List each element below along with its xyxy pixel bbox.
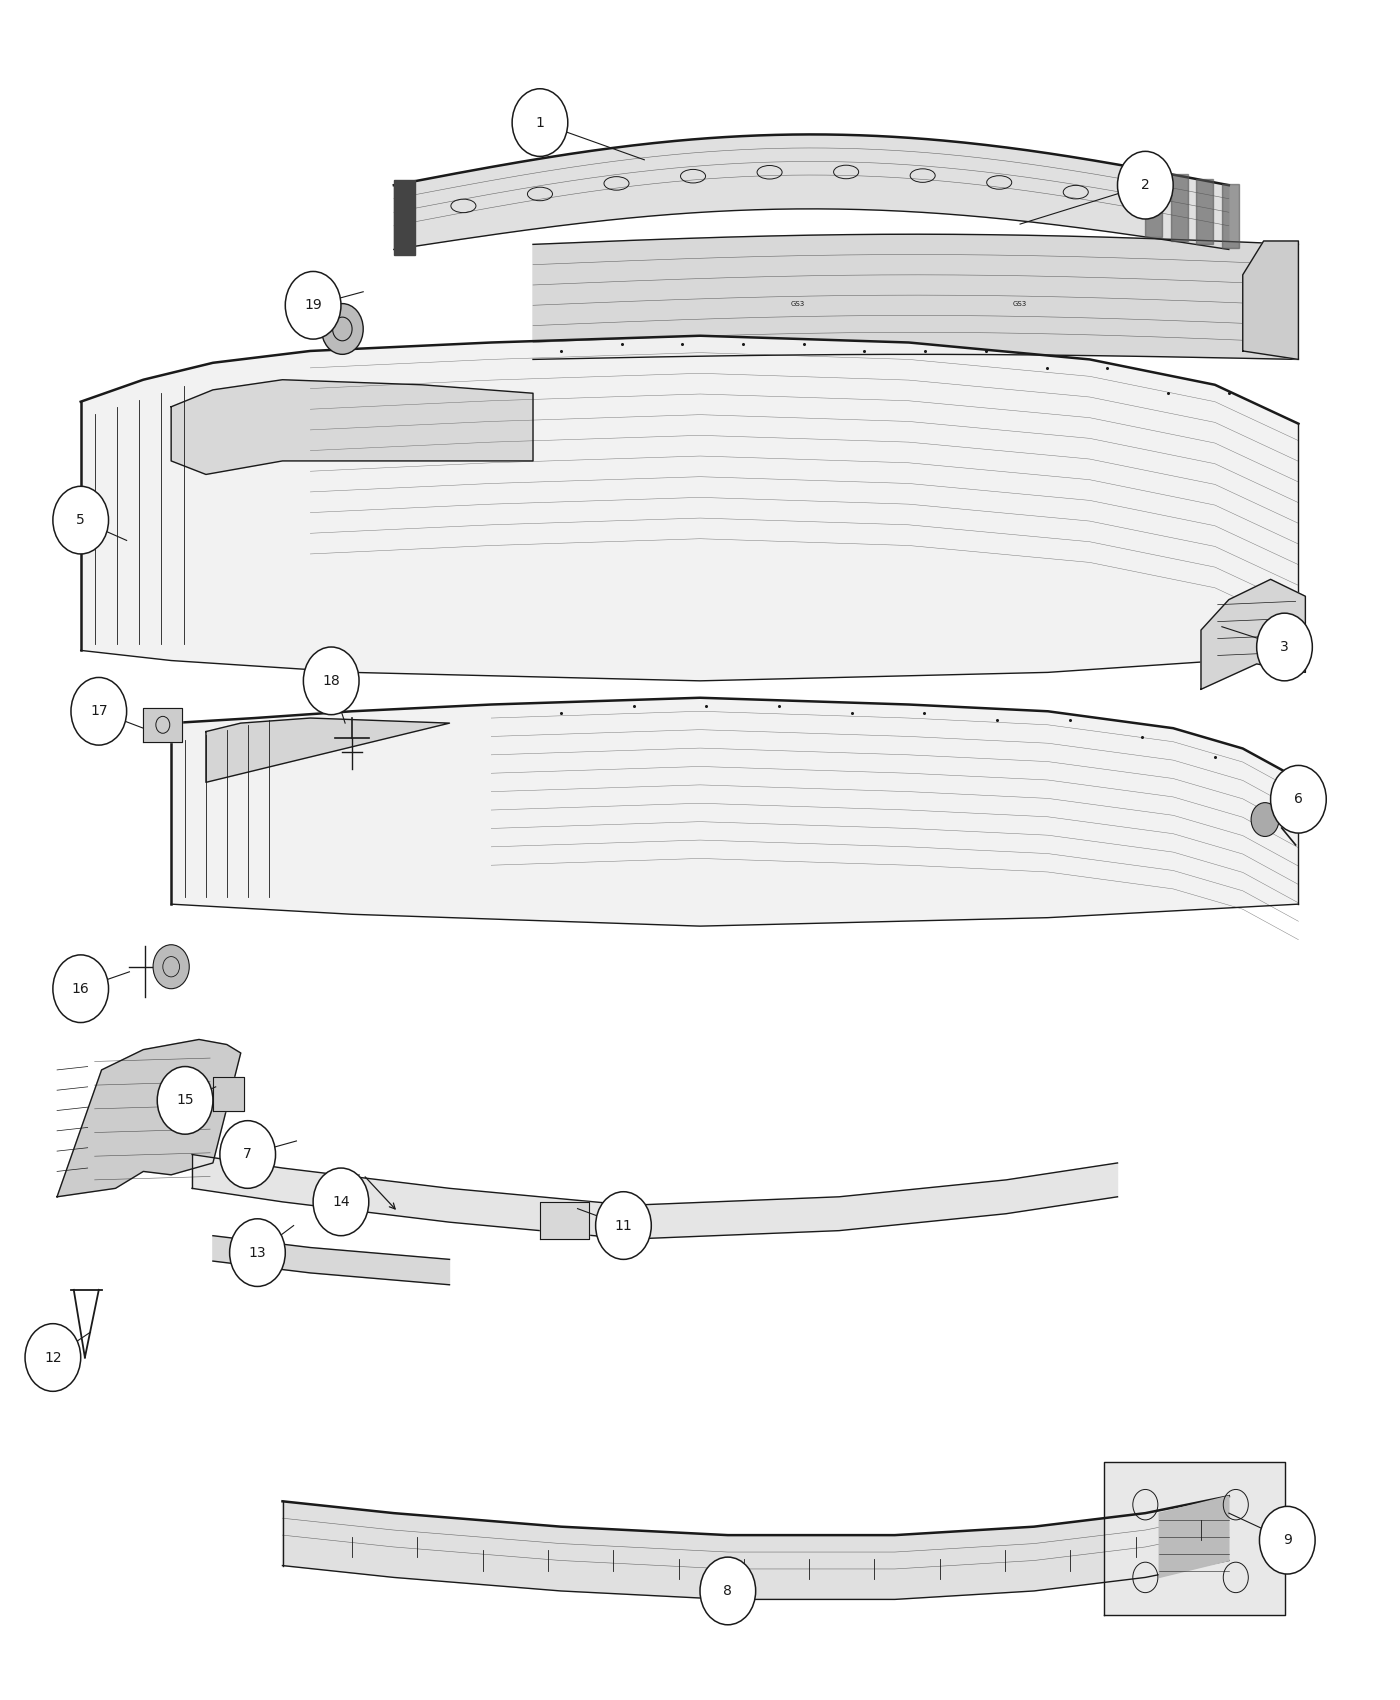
Text: 19: 19 (304, 298, 322, 313)
Text: 15: 15 (176, 1093, 193, 1107)
Circle shape (314, 1168, 368, 1236)
Circle shape (157, 1066, 213, 1134)
Circle shape (153, 945, 189, 989)
Text: 13: 13 (249, 1246, 266, 1260)
Circle shape (1252, 802, 1280, 836)
Polygon shape (1145, 170, 1162, 236)
Text: 14: 14 (332, 1195, 350, 1209)
Polygon shape (143, 707, 182, 741)
Polygon shape (171, 697, 1298, 927)
Text: 18: 18 (322, 673, 340, 689)
Circle shape (322, 304, 363, 354)
Circle shape (286, 272, 342, 338)
Text: GS3: GS3 (1014, 301, 1028, 306)
Text: 16: 16 (71, 981, 90, 996)
Text: 12: 12 (43, 1350, 62, 1365)
Polygon shape (81, 335, 1298, 680)
Circle shape (1257, 614, 1312, 680)
Circle shape (25, 1324, 81, 1391)
Circle shape (71, 678, 126, 745)
Text: 9: 9 (1282, 1533, 1292, 1547)
Circle shape (700, 1557, 756, 1625)
Polygon shape (1243, 241, 1298, 359)
Circle shape (595, 1192, 651, 1260)
Circle shape (304, 648, 358, 714)
Text: 11: 11 (615, 1219, 633, 1232)
Polygon shape (213, 1236, 449, 1285)
Polygon shape (1170, 173, 1187, 241)
Circle shape (1260, 1506, 1315, 1574)
Text: 6: 6 (1294, 792, 1303, 806)
Text: 8: 8 (724, 1584, 732, 1598)
Polygon shape (171, 379, 533, 474)
Polygon shape (540, 1202, 588, 1239)
Circle shape (220, 1120, 276, 1188)
Text: 3: 3 (1280, 639, 1289, 655)
Text: GS3: GS3 (790, 301, 805, 306)
Polygon shape (1197, 178, 1212, 245)
Polygon shape (1159, 1496, 1229, 1578)
Polygon shape (393, 134, 1229, 250)
Polygon shape (206, 717, 449, 782)
Polygon shape (283, 1496, 1229, 1600)
Text: 2: 2 (1141, 178, 1149, 192)
Circle shape (1117, 151, 1173, 219)
Circle shape (53, 486, 109, 554)
Circle shape (53, 955, 109, 1023)
Polygon shape (192, 1154, 1117, 1239)
Circle shape (512, 88, 568, 156)
Polygon shape (533, 235, 1298, 359)
Text: 17: 17 (90, 704, 108, 719)
Polygon shape (1222, 184, 1239, 248)
Text: 1: 1 (536, 116, 545, 129)
Polygon shape (213, 1076, 244, 1110)
Polygon shape (57, 1039, 241, 1197)
Circle shape (230, 1219, 286, 1287)
Text: 5: 5 (77, 513, 85, 527)
Polygon shape (393, 180, 414, 255)
Text: 7: 7 (244, 1148, 252, 1161)
Polygon shape (1201, 580, 1305, 688)
Circle shape (1271, 765, 1326, 833)
Polygon shape (1103, 1462, 1285, 1615)
